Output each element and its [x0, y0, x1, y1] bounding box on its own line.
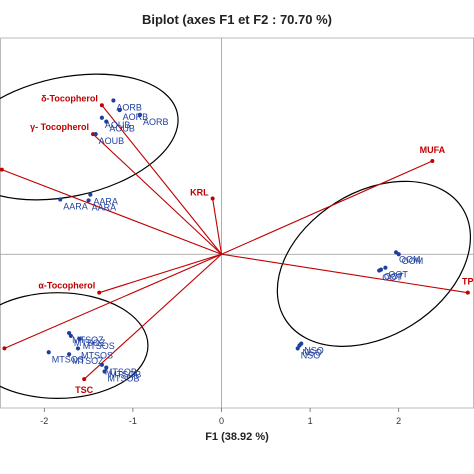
variable-endpoint [210, 196, 215, 201]
observation-point [295, 346, 300, 351]
observation-point [99, 362, 104, 367]
observation-label: AOUB [105, 120, 131, 130]
observation-label: AOUB [99, 136, 125, 146]
variable-label: α-Tocopherol [38, 281, 95, 291]
observation-label: OOM [402, 256, 424, 266]
group-ellipse [0, 73, 179, 201]
variable-endpoint [82, 377, 87, 382]
observation-point [86, 198, 91, 203]
group-ellipse [0, 292, 149, 399]
observation-point [383, 265, 388, 270]
observation-label: AORB [143, 117, 169, 127]
x-tick-label: 1 [308, 416, 313, 426]
observation-label: MTSOB [105, 367, 137, 377]
variable-vector [83, 253, 222, 380]
observation-label: MTSOB [109, 370, 141, 380]
observation-label: NSO [302, 348, 322, 358]
variable-vector [101, 104, 222, 255]
observation-point [77, 336, 82, 341]
observation-label: MTSOZ [74, 338, 106, 348]
x-tick-label: -1 [129, 416, 137, 426]
variable-label: δ-Tocopherol [41, 93, 98, 103]
observation-point [104, 365, 109, 370]
observation-label: MTSOS [52, 354, 84, 364]
observation-label: OOT [388, 270, 408, 280]
observation-label: AORB [116, 102, 142, 112]
variable-label: KRL [190, 187, 209, 197]
observation-point [88, 192, 93, 197]
variable-endpoint [430, 159, 435, 164]
x-tick-label: 2 [396, 416, 401, 426]
observation-point [46, 350, 51, 355]
x-tick-label: -2 [40, 416, 48, 426]
variable-label: γ- Tocopherol [30, 122, 89, 132]
variable-endpoint [0, 167, 4, 172]
observation-label: AARA [92, 202, 117, 212]
observation-label: OOT [382, 273, 402, 283]
variable-vector [221, 253, 468, 294]
variable-vector [212, 198, 223, 255]
x-tick-label: 0 [219, 416, 224, 426]
observation-label: MTSOZ [72, 356, 104, 366]
observation-point [299, 341, 304, 346]
observation-point [137, 112, 143, 117]
variable-endpoint [465, 290, 470, 295]
variable-endpoint [97, 290, 102, 295]
variable-vector [92, 133, 222, 255]
observation-label: MTSOS [81, 350, 113, 360]
observation-label: OOM [399, 254, 421, 264]
x-axis-label: F1 (38.92 %) [205, 431, 269, 443]
observation-label: MTSOZ [72, 335, 104, 345]
observation-point [104, 119, 109, 124]
observation-point [377, 268, 382, 273]
variable-vector [221, 160, 433, 255]
variable-vector [4, 253, 222, 349]
observation-point [58, 197, 63, 202]
variable-label: MUFA [420, 145, 446, 155]
observation-label: AORB [123, 112, 149, 122]
observation-point [68, 333, 73, 339]
variable-label: TP [462, 277, 474, 287]
variable-label: TSC [75, 385, 94, 395]
observation-label: AARA [63, 201, 88, 211]
observation-label: NSO [304, 346, 324, 356]
observation-label: AOUB [109, 124, 135, 134]
group-ellipse [276, 180, 472, 347]
observation-label: OOT [384, 272, 404, 282]
observation-point [102, 369, 107, 374]
observation-point [117, 107, 122, 113]
chart-title: Biplot (axes F1 et F2 : 70.70 %) [142, 12, 332, 27]
variable-endpoint [2, 346, 7, 351]
observation-point [75, 346, 81, 351]
observation-label: AARA [93, 197, 118, 207]
variable-vector [1, 169, 222, 255]
observation-label: MTSOB [108, 373, 140, 383]
variable-endpoint [99, 103, 104, 108]
observation-point [93, 132, 98, 137]
observation-label: MTSOS [83, 341, 115, 351]
observation-label: NSO [301, 350, 321, 360]
observation-point [396, 252, 401, 257]
observation-point [67, 352, 72, 357]
observation-point [111, 98, 116, 103]
observation-point [99, 115, 104, 120]
variable-vector [99, 253, 222, 294]
